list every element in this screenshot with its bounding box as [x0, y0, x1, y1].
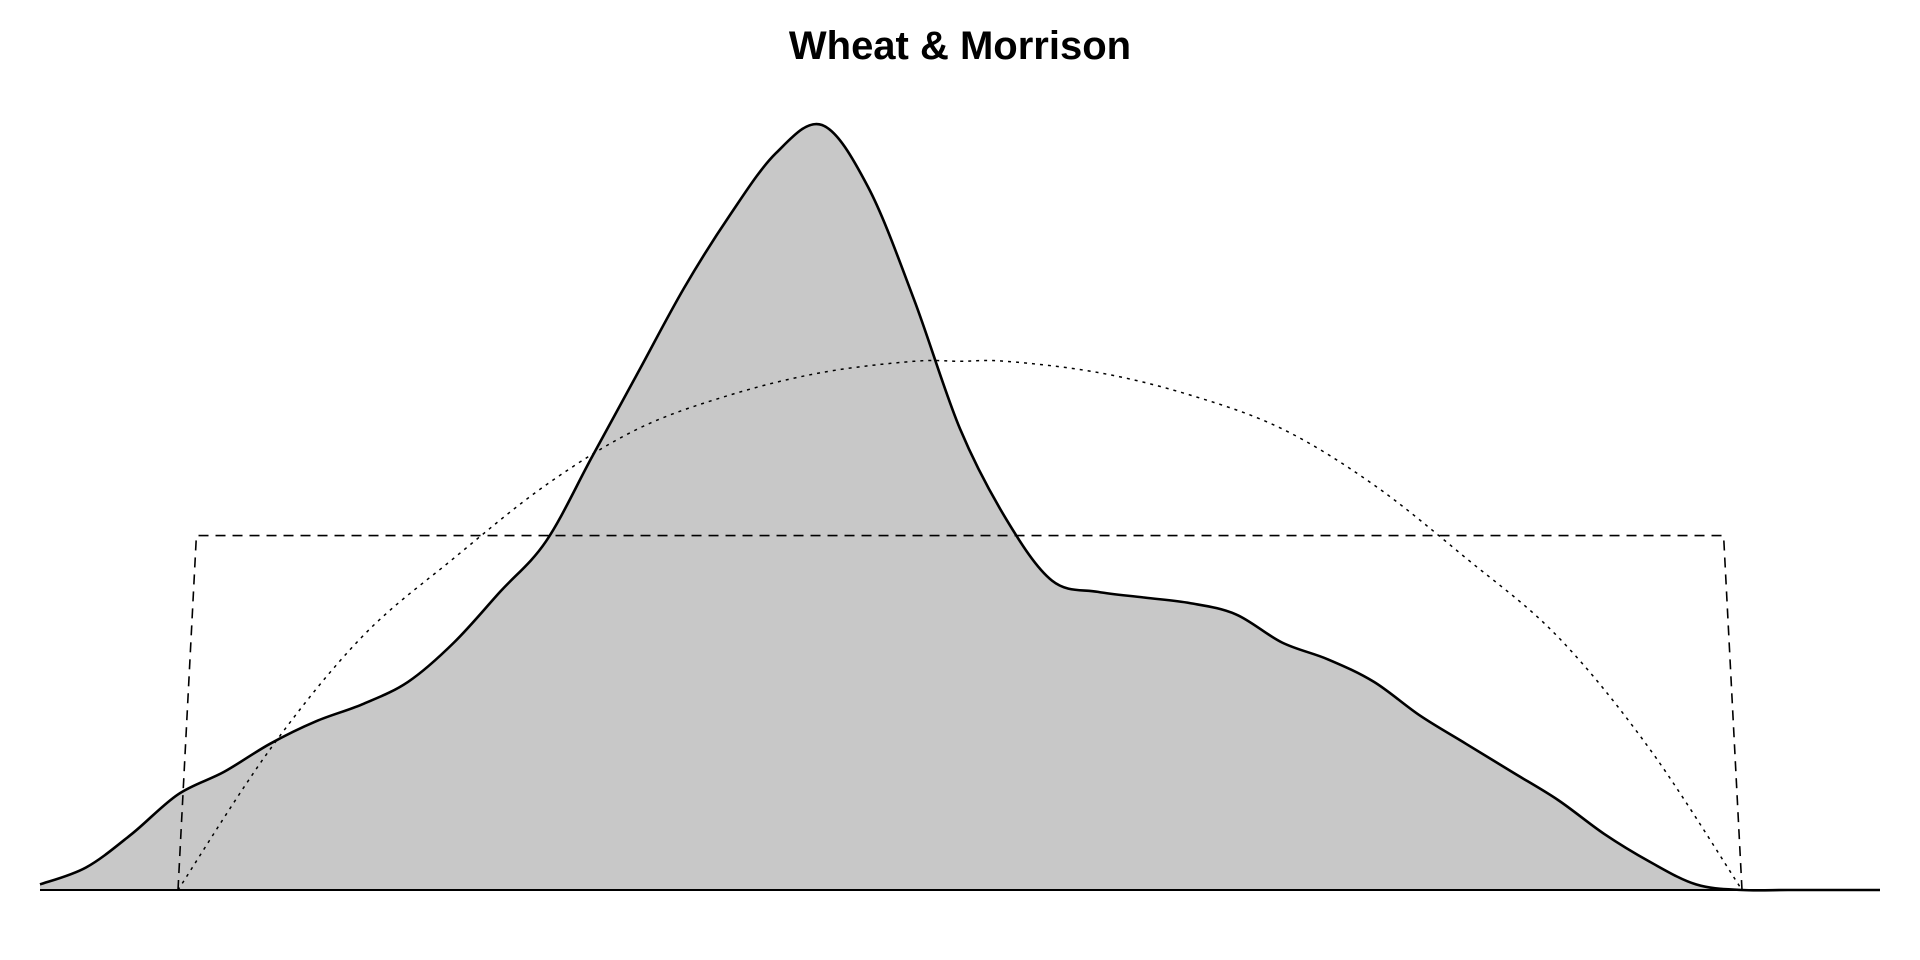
- density-area: [40, 123, 1880, 891]
- chart-title: Wheat & Morrison: [788, 24, 1132, 68]
- semicircle-line: [177, 359, 1743, 891]
- density-line: [39, 122, 1880, 892]
- uniform-line: [177, 534, 1743, 891]
